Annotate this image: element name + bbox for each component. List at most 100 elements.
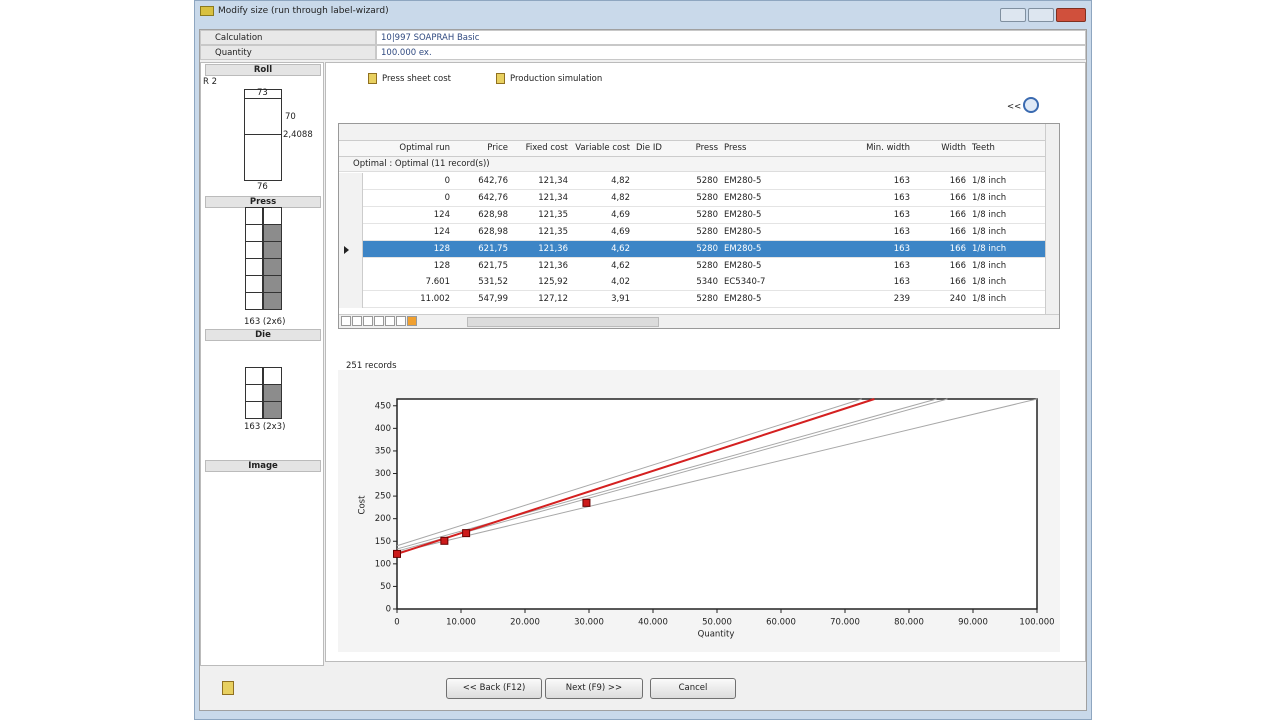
table-cell: 4,82 — [611, 192, 630, 203]
vscroll[interactable] — [1045, 124, 1059, 314]
roll-height: 2,4088 — [283, 130, 313, 140]
table-row[interactable] — [339, 173, 1045, 190]
nav-button[interactable] — [385, 316, 395, 326]
y-tick-label: 250 — [375, 492, 391, 502]
table-row[interactable] — [339, 291, 1045, 309]
table-row[interactable] — [339, 223, 1045, 241]
row-header[interactable] — [339, 257, 363, 275]
collapse-button[interactable]: << — [1007, 102, 1022, 112]
column-header[interactable]: Die ID — [636, 143, 662, 153]
table-cell: EM280-5 — [724, 260, 762, 271]
tab-icon[interactable] — [496, 73, 505, 84]
nav-button[interactable] — [341, 316, 351, 326]
column-header[interactable]: Width — [941, 143, 966, 153]
close-button[interactable] — [1056, 8, 1086, 22]
dialog-button[interactable]: Cancel — [650, 678, 736, 699]
record-count: 251 records — [346, 361, 397, 371]
table-cell: 0 — [444, 192, 450, 203]
y-tick-label: 100 — [375, 559, 391, 569]
plot-area — [396, 398, 1038, 610]
column-header[interactable]: Variable cost — [575, 143, 630, 153]
row-header[interactable] — [339, 223, 363, 241]
nav-button[interactable] — [396, 316, 406, 326]
tab[interactable]: Production simulation — [510, 74, 603, 84]
x-tick-label: 60.000 — [766, 618, 796, 628]
table-row[interactable] — [339, 257, 1045, 275]
table-cell: 4,02 — [611, 277, 630, 288]
row-header[interactable] — [339, 240, 363, 258]
minimize-button[interactable] — [1000, 8, 1026, 22]
row-header[interactable] — [339, 274, 363, 292]
dialog-button[interactable]: Next (F9) >> — [545, 678, 643, 699]
group-panel — [339, 124, 1045, 141]
row-header[interactable] — [339, 291, 363, 309]
info-value: 100.000 ex. — [376, 45, 1086, 60]
table-cell: 166 — [949, 243, 966, 254]
layout-cell — [263, 258, 282, 276]
group-row: Optimal : Optimal (11 record(s)) — [339, 157, 1045, 172]
table-row[interactable] — [339, 240, 1045, 258]
nav-button[interactable] — [374, 316, 384, 326]
navigator — [339, 314, 1059, 328]
y-tick-label: 150 — [375, 537, 391, 547]
nav-button[interactable] — [363, 316, 373, 326]
section-header: Roll — [205, 64, 321, 76]
x-tick-label: 40.000 — [638, 618, 668, 628]
table-cell: 5280 — [696, 192, 718, 203]
zoom-icon[interactable] — [1023, 97, 1039, 113]
table-cell: 531,52 — [478, 277, 508, 288]
y-tick-label: 50 — [380, 582, 391, 592]
dialog-button[interactable]: << Back (F12) — [446, 678, 542, 699]
table-cell: 0 — [444, 176, 450, 186]
column-header[interactable]: Price — [487, 143, 508, 153]
table-cell: 1/8 inch — [972, 209, 1007, 220]
table-cell: 1/8 inch — [972, 226, 1007, 237]
tab-icon[interactable] — [368, 73, 377, 84]
row-header[interactable] — [339, 173, 363, 190]
table-cell: 628,98 — [478, 226, 508, 237]
table-cell: EC5340-7 — [724, 277, 766, 288]
table-cell: 166 — [949, 209, 966, 220]
x-tick-label: 20.000 — [510, 618, 540, 628]
row-header[interactable] — [339, 189, 363, 207]
table-cell: 125,92 — [538, 277, 568, 288]
table-cell: 4,69 — [611, 209, 630, 220]
table-cell: 166 — [949, 277, 966, 288]
table-row[interactable] — [339, 189, 1045, 207]
column-header[interactable]: Press — [695, 143, 718, 153]
table-cell: 239 — [893, 294, 910, 305]
nav-button[interactable] — [407, 316, 417, 326]
table-cell: EM280-5 — [724, 294, 762, 305]
column-header[interactable]: Press — [724, 143, 747, 153]
column-header[interactable]: Optimal run — [399, 143, 450, 153]
layout-cell — [263, 224, 282, 242]
column-header[interactable]: Fixed cost — [525, 143, 568, 153]
layout-cell — [245, 224, 263, 242]
roll-side: 70 — [285, 112, 296, 122]
help-icon[interactable] — [222, 681, 234, 695]
window-icon — [200, 6, 214, 16]
table-cell: 1/8 inch — [972, 243, 1007, 254]
hscroll-thumb[interactable] — [467, 317, 659, 327]
tab[interactable]: Press sheet cost — [382, 74, 452, 84]
table-cell: 163 — [893, 176, 910, 186]
layout-cell — [245, 292, 263, 310]
table-cell: 642,76 — [478, 192, 508, 203]
table-row[interactable] — [339, 274, 1045, 292]
layout-cell — [245, 401, 263, 419]
table-row[interactable] — [339, 206, 1045, 224]
left-panel: Roll R 2 73 70 2,4088 76 Press 163 (2x6) Die 163 … — [200, 62, 324, 666]
x-axis-label: Quantity — [698, 630, 735, 640]
header-row — [339, 141, 1045, 157]
column-header[interactable]: Min. width — [866, 143, 910, 153]
maximize-button[interactable] — [1028, 8, 1054, 22]
column-header[interactable]: Teeth — [972, 143, 995, 153]
y-tick-label: 400 — [375, 424, 391, 434]
info-label: Calculation — [200, 30, 376, 45]
row-header[interactable] — [339, 206, 363, 224]
layout-cell — [263, 292, 282, 310]
table-cell: EM280-5 — [724, 243, 762, 254]
table-cell: 628,98 — [478, 209, 508, 220]
table-cell: 4,69 — [611, 226, 630, 237]
nav-button[interactable] — [352, 316, 362, 326]
